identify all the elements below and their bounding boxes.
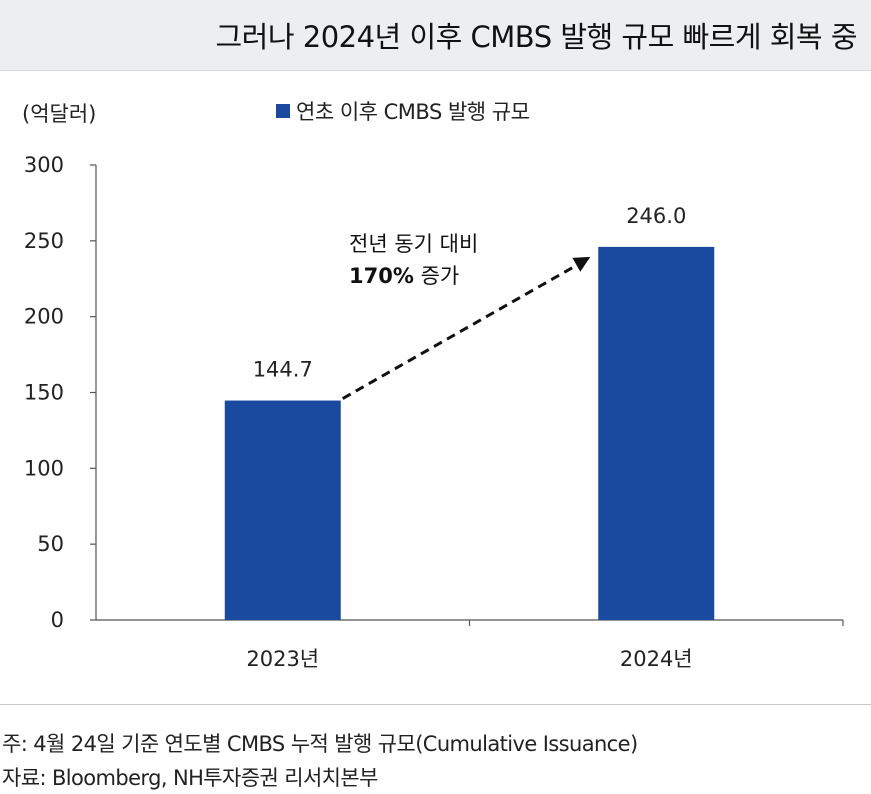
legend: 연초 이후 CMBS 발행 규모 (276, 96, 530, 126)
y-tick-label: 250 (24, 229, 64, 253)
growth-annotation: 전년 동기 대비 170% 증가 (349, 228, 478, 292)
legend-swatch (276, 104, 290, 118)
y-axis-unit: (억달러) (22, 102, 97, 126)
x-category-label: 2024년 (620, 647, 693, 671)
chart-area: 0 50 100 150 200 250 300 144.7 2023년 246.0 2024년 (0, 70, 871, 700)
bar-chart: 0 50 100 150 200 250 300 144.7 2023년 246.0 2024년 (24, 153, 844, 671)
y-tick-label: 50 (37, 532, 64, 556)
bar-value-label: 144.7 (253, 358, 313, 382)
chart-title: 그러나 2024년 이후 CMBS 발행 규모 빠르게 회복 중 (215, 20, 858, 54)
legend-label: 연초 이후 CMBS 발행 규모 (296, 100, 530, 124)
y-tick-label: 150 (24, 381, 64, 405)
x-category-label: 2023년 (246, 647, 319, 671)
annotation-percent: 170% (349, 264, 414, 288)
y-tick-label: 100 (24, 456, 64, 480)
y-tick-label: 0 (51, 608, 64, 632)
title-bar: 그러나 2024년 이후 CMBS 발행 규모 빠르게 회복 중 (0, 0, 871, 71)
growth-arrow-line (342, 259, 585, 400)
footnote: 주: 4월 24일 기준 연도별 CMBS 누적 발행 규모(Cumulativ… (2, 732, 638, 756)
y-tick-label: 200 (24, 305, 64, 329)
bar-value-label: 246.0 (626, 204, 686, 228)
y-tick-label: 300 (24, 153, 64, 177)
annotation-suffix: 증가 (413, 264, 460, 288)
footer-divider (0, 704, 871, 705)
source-note: 자료: Bloomberg, NH투자증권 리서치본부 (2, 766, 378, 790)
annotation-line-1: 전년 동기 대비 (349, 232, 479, 256)
growth-arrow-head (572, 256, 591, 272)
annotation-line-2: 170% 증가 (349, 260, 478, 292)
bar (224, 400, 341, 620)
bar (598, 246, 715, 620)
